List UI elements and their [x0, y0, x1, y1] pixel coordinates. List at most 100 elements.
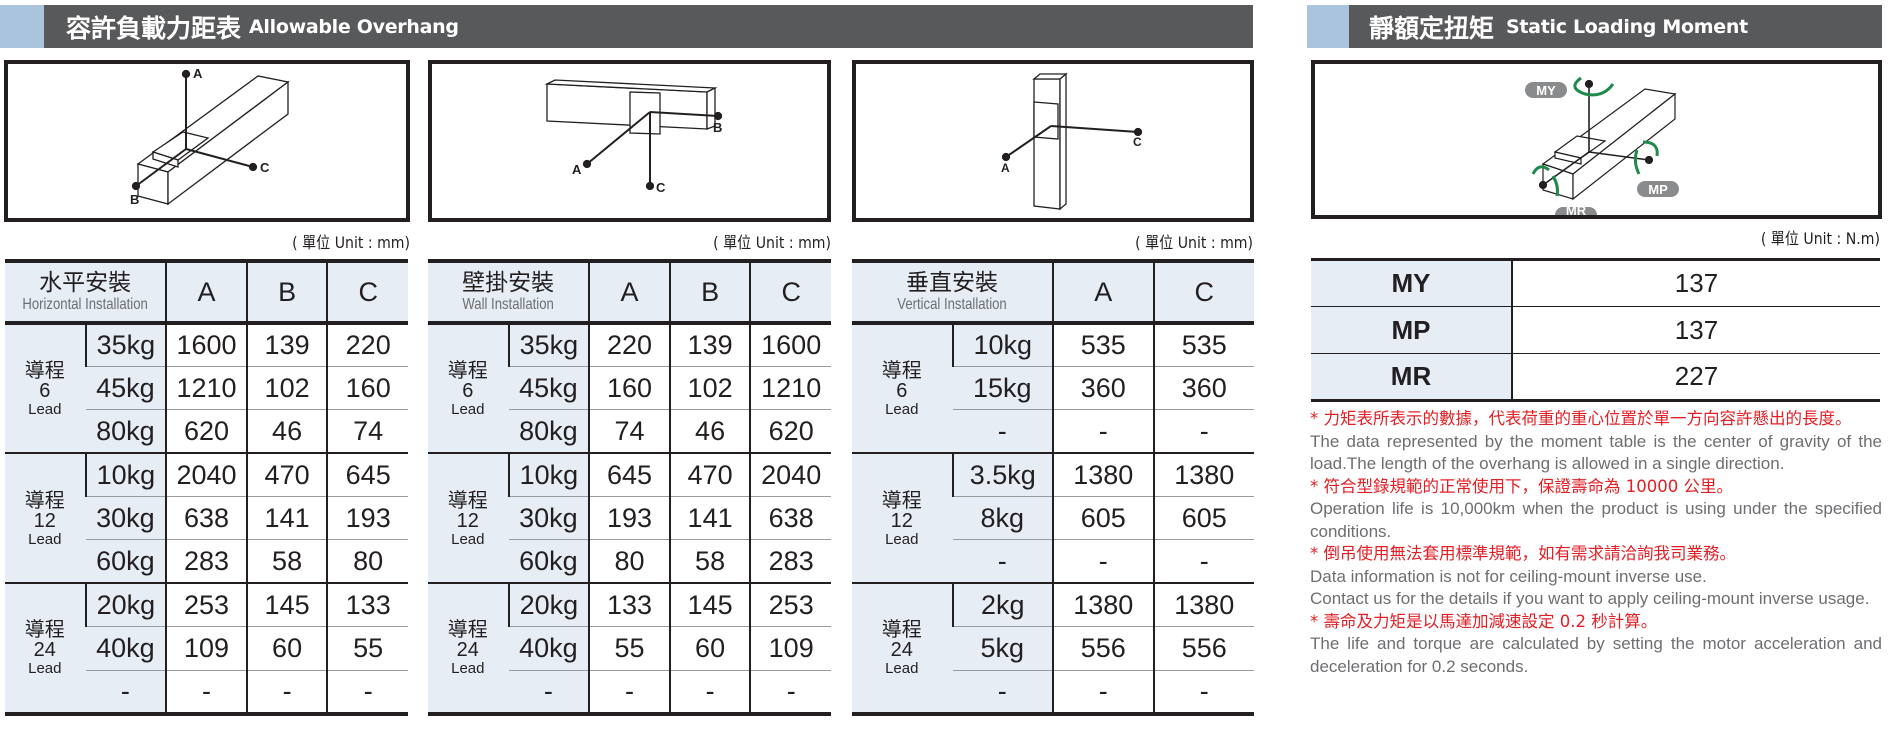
moment-title-en: Static Loading Moment	[1506, 15, 1748, 38]
installation-name-en: Vertical Installation	[897, 296, 1007, 313]
value-cell: 638	[165, 496, 247, 541]
header-row: 壁掛安裝 Wall Installation A B C	[428, 261, 831, 325]
load-cell: 5kg	[952, 626, 1053, 671]
value-cell: 605	[1152, 496, 1254, 541]
value-cell: -	[1052, 539, 1154, 585]
table-row: ---	[852, 409, 1254, 455]
value-cell: 133	[588, 583, 670, 628]
value-cell: -	[1052, 409, 1154, 455]
lead-value: 24	[33, 639, 56, 662]
lead-cell: 導程 24 Lead	[428, 583, 509, 715]
diagram-label-c: C	[656, 180, 666, 195]
unit-label: ( 單位 Unit : mm)	[292, 233, 410, 252]
note-en: The data represented by the moment table…	[1310, 431, 1882, 474]
lead-cell: 導程 6 Lead	[5, 323, 86, 455]
table-row: 導程 6 Lead 35kg 220 139 1600	[428, 323, 831, 455]
lead-value: 6	[896, 380, 908, 403]
unit-label: ( 單位 Unit : N.m)	[1760, 229, 1880, 248]
load-cell: 20kg	[84, 583, 167, 628]
badge-mp: MP	[1648, 182, 1668, 197]
header-accent	[0, 5, 44, 48]
horizontal-installation-diagram: A B C	[4, 60, 410, 222]
table-row: 導程 12 Lead 10kg 645 470 2040	[428, 453, 831, 585]
column-header: A	[165, 261, 247, 325]
load-cell: 45kg	[85, 366, 167, 411]
value-cell: 1600	[749, 323, 831, 367]
lead-label-zh: 導程	[881, 617, 922, 642]
diagram-label-b: B	[130, 192, 139, 207]
lead-label-en: Lead	[885, 401, 919, 419]
installation-type: 壁掛安裝 Wall Installation	[428, 261, 590, 325]
overhang-table-wall: 壁掛安裝 Wall Installation A B C 導程 6 Lead 35kg 220 13…	[428, 259, 831, 716]
note-en: The life and torque are calculated by se…	[1310, 634, 1882, 676]
lead-value: 6	[462, 380, 474, 403]
header-row: 垂直安裝 Vertical Installation A C	[852, 261, 1254, 325]
load-cell: 10kg	[507, 453, 590, 498]
value-cell: 253	[165, 583, 247, 628]
lead-label-zh: 導程	[881, 487, 922, 512]
value-cell: -	[1152, 409, 1254, 455]
load-cell: 35kg	[507, 323, 590, 367]
load-cell: 60kg	[508, 539, 590, 585]
value-cell: 109	[165, 626, 247, 671]
value-cell: 102	[668, 366, 751, 411]
value-cell: 102	[245, 366, 328, 411]
table-row: 導程 24 Lead 20kg 253 145 133	[5, 583, 408, 715]
column-header: A	[1052, 261, 1154, 325]
lead-cell: 導程 6 Lead	[852, 323, 953, 455]
value-cell: 58	[668, 539, 751, 585]
overhang-table-vertical: 垂直安裝 Vertical Installation A C 導程 6 Lead 10kg 53…	[852, 259, 1254, 716]
table-row: 40kg 109 60 55	[5, 626, 408, 671]
table-row: 40kg 55 60 109	[428, 626, 831, 671]
load-cell: -	[85, 670, 167, 715]
table-row: MR 227	[1311, 353, 1880, 401]
table-row: 45kg 1210 102 160	[5, 366, 408, 411]
installation-type: 垂直安裝 Vertical Installation	[852, 261, 1053, 325]
moment-title-zh: 靜額定扭矩	[1369, 13, 1495, 43]
load-cell: 30kg	[508, 496, 590, 541]
value-cell: 60	[668, 626, 751, 671]
lead-label-en: Lead	[28, 530, 62, 548]
table-row: ---	[852, 539, 1254, 585]
notes: * 力矩表所表示的數據，代表荷重的重心位置於單一方向容許懸出的長度。 The da…	[1310, 408, 1882, 678]
value-cell: -	[588, 670, 670, 715]
table-row: 導程 24 Lead 20kg 133 145 253	[428, 583, 831, 715]
column-header: C	[326, 261, 408, 325]
lead-cell: 導程 12 Lead	[428, 453, 509, 585]
value-cell: 535	[1052, 323, 1154, 367]
installation-name-en: Wall Installation	[462, 296, 554, 313]
value-cell: 145	[245, 583, 328, 628]
installation-name-zh: 水平安裝	[39, 270, 132, 296]
value-cell: -	[165, 670, 247, 715]
table-row: 導程 6 Lead 10kg 535 535	[852, 323, 1254, 455]
value-cell: 1600	[165, 323, 247, 367]
lead-label-en: Lead	[28, 401, 62, 419]
value-cell: 2040	[749, 453, 831, 498]
load-cell: 3.5kg	[951, 453, 1053, 498]
value-cell: -	[668, 670, 751, 715]
table-row: 60kg 283 58 80	[5, 539, 408, 585]
note-zh: * 倒吊使用無法套用標準規範，如有需求請洽詢我司業務。	[1310, 544, 1736, 563]
static-moment-diagram: MY MP MR	[1311, 60, 1882, 223]
value-cell: 193	[588, 496, 670, 541]
value-cell: 141	[245, 496, 328, 541]
lead-label-en: Lead	[451, 530, 485, 548]
table-row: 80kg 620 46 74	[5, 409, 408, 455]
diagram-label-c: C	[260, 160, 270, 175]
load-cell: 8kg	[952, 496, 1053, 541]
table-row: 8kg 605 605	[852, 496, 1254, 541]
note-en: Contact us for the details if you want t…	[1310, 589, 1870, 608]
installation-name-en: Horizontal Installation	[22, 296, 148, 313]
value-cell: -	[1152, 670, 1254, 715]
value-cell: 470	[668, 453, 751, 498]
rotation-arrow-icons	[1531, 76, 1659, 197]
load-cell: 20kg	[507, 583, 590, 628]
vertical-installation-diagram: A C	[852, 60, 1254, 222]
diagram-label-b: B	[713, 120, 722, 135]
value-cell: -	[749, 670, 831, 715]
value-cell: 1210	[749, 366, 831, 411]
static-moment-table: MY 137 MP 137 MR 227	[1311, 258, 1880, 402]
moment-value: 137	[1512, 259, 1880, 307]
lead-value: 24	[456, 639, 479, 662]
load-cell: 60kg	[85, 539, 167, 585]
